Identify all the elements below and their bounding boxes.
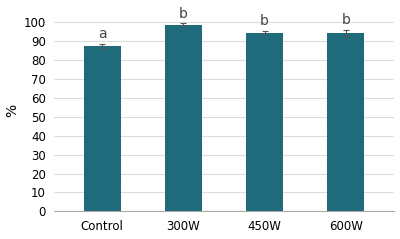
- Y-axis label: %: %: [6, 103, 20, 117]
- Text: b: b: [179, 7, 188, 21]
- Text: b: b: [341, 13, 350, 27]
- Bar: [165, 25, 202, 212]
- Bar: [328, 33, 364, 212]
- Text: a: a: [98, 27, 107, 41]
- Bar: [84, 46, 120, 212]
- Bar: [246, 33, 283, 212]
- Text: b: b: [260, 14, 269, 28]
